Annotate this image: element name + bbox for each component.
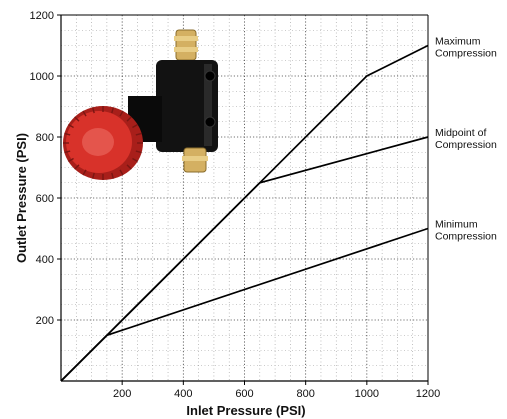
knob-notch <box>68 123 74 129</box>
series-label-3: Compression <box>435 231 497 243</box>
y-axis-title: Outlet Pressure (PSI) <box>14 133 29 263</box>
bottom-fitting-ring <box>182 156 208 161</box>
y-tick-label: 1000 <box>30 71 54 83</box>
knob-notch <box>126 116 132 122</box>
knob-notch <box>82 169 87 176</box>
series-lines <box>60 44 429 382</box>
knob-notch <box>126 164 132 170</box>
knob-notch <box>74 116 80 122</box>
knob-notch <box>68 157 74 163</box>
plot-frame <box>57 14 429 385</box>
x-tick-label: 200 <box>113 388 131 400</box>
knob-notch <box>64 150 71 154</box>
top-fitting-ring <box>174 47 198 52</box>
y-tick-label: 400 <box>36 254 54 266</box>
knob-notch <box>64 132 71 136</box>
knob-notch <box>119 110 124 117</box>
y-tick-label: 1200 <box>30 10 54 22</box>
series-label-2: Compression <box>435 139 497 151</box>
y-tick-label: 600 <box>36 193 54 205</box>
top-fitting-ring <box>174 36 198 41</box>
knob-notch <box>91 107 95 114</box>
knob-grip <box>63 106 143 180</box>
valve-body <box>156 60 218 152</box>
knob-notch <box>132 157 138 163</box>
series-label-1: Compression <box>435 48 497 60</box>
knob-notch <box>135 150 142 154</box>
series-label-3: Minimum <box>435 219 478 231</box>
knob-center <box>82 128 114 156</box>
knob-notch <box>91 172 95 179</box>
body-port <box>204 70 216 82</box>
y-tick-label: 800 <box>36 132 54 144</box>
y-tick-labels: 200 400 600 800 1000 1200 <box>30 10 54 327</box>
x-tick-label: 1200 <box>416 388 440 400</box>
series-line-3 <box>60 227 429 382</box>
x-tick-label: 400 <box>174 388 192 400</box>
knob-notch <box>82 110 87 117</box>
series-label-1: Maximum <box>435 36 481 48</box>
knob-notch <box>111 172 115 179</box>
top-fitting <box>175 29 197 61</box>
x-axis-title: Inlet Pressure (PSI) <box>186 403 305 418</box>
knob-notch <box>132 123 138 129</box>
knob-notch <box>74 164 80 170</box>
knob-notch <box>111 107 115 114</box>
x-tick-label: 1000 <box>355 388 379 400</box>
grid <box>61 15 428 381</box>
product-photo <box>63 29 218 180</box>
x-tick-labels: 200 400 600 800 1000 1200 <box>113 388 440 400</box>
valve-body-highlight <box>204 64 212 146</box>
y-tick-label: 200 <box>36 315 54 327</box>
knob-notch <box>119 169 124 176</box>
x-tick-label: 800 <box>296 388 314 400</box>
x-tick-label: 600 <box>235 388 253 400</box>
knob-notch <box>135 132 142 136</box>
series-label-2: Midpoint of <box>435 127 486 139</box>
body-port <box>204 116 216 128</box>
